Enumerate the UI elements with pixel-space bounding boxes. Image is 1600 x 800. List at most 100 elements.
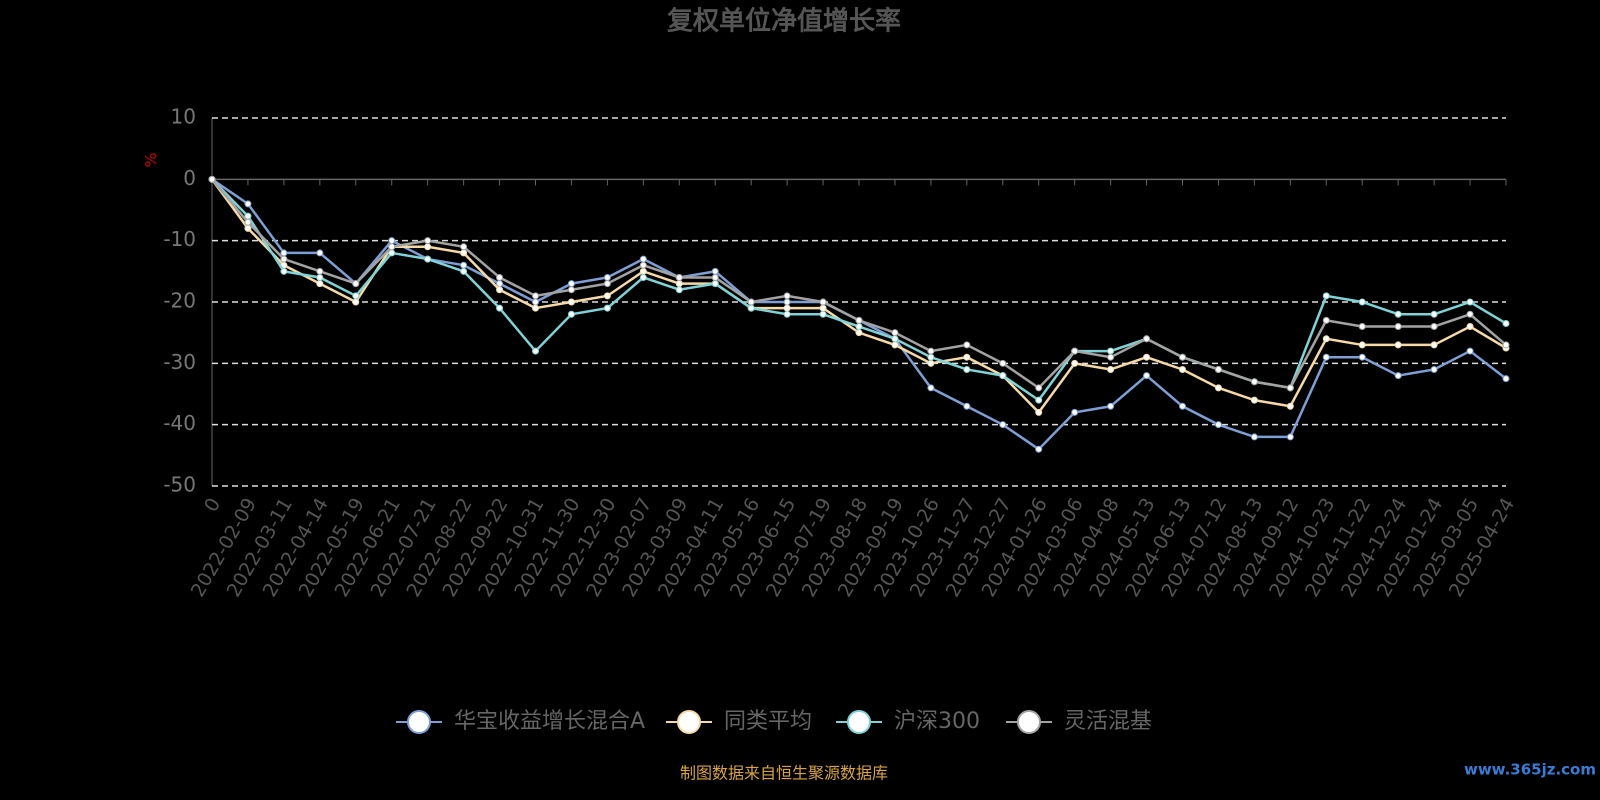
watermark: www.365jz.com xyxy=(1464,761,1596,779)
point xyxy=(1466,310,1474,318)
legend-marker xyxy=(407,710,431,734)
point xyxy=(352,292,360,300)
point xyxy=(1107,353,1115,361)
point xyxy=(567,280,575,288)
point xyxy=(1143,353,1151,361)
point xyxy=(1358,353,1366,361)
point xyxy=(567,286,575,294)
point xyxy=(496,304,504,312)
point xyxy=(999,359,1007,367)
legend-marker xyxy=(1017,710,1041,734)
point xyxy=(711,280,719,288)
point xyxy=(1071,347,1079,355)
point xyxy=(1322,353,1330,361)
series-line xyxy=(211,178,1507,390)
y-tick-label: 0 xyxy=(183,166,196,190)
point xyxy=(999,372,1007,380)
point xyxy=(783,292,791,300)
point xyxy=(675,280,683,288)
point xyxy=(1430,341,1438,349)
point xyxy=(603,292,611,300)
point xyxy=(532,347,539,355)
x-tick-label: 0 xyxy=(200,494,225,515)
point xyxy=(1358,298,1366,306)
point xyxy=(460,261,468,269)
point xyxy=(1143,372,1151,380)
point xyxy=(388,237,396,245)
point xyxy=(783,298,791,306)
point xyxy=(388,243,396,251)
point xyxy=(1322,292,1330,300)
point xyxy=(927,347,935,355)
point xyxy=(1466,347,1474,355)
point xyxy=(639,273,647,281)
point xyxy=(1394,310,1402,318)
legend-label: 同类平均 xyxy=(724,709,812,734)
y-tick-label: -40 xyxy=(163,411,196,435)
point xyxy=(1179,353,1186,361)
point xyxy=(603,280,611,288)
point xyxy=(1035,408,1043,416)
point xyxy=(711,273,719,281)
point xyxy=(244,200,252,208)
point xyxy=(747,298,755,306)
legend-label: 沪深300 xyxy=(894,709,980,734)
point xyxy=(639,267,647,275)
y-axis-label: % xyxy=(142,152,161,167)
point xyxy=(999,421,1007,429)
point xyxy=(963,341,971,349)
point xyxy=(1286,433,1294,441)
point xyxy=(532,292,539,300)
point xyxy=(1502,319,1510,327)
point xyxy=(1035,445,1043,453)
point xyxy=(496,286,504,294)
y-tick-label: -50 xyxy=(163,473,196,497)
point xyxy=(855,323,863,331)
point xyxy=(460,243,468,251)
point xyxy=(1430,310,1438,318)
point xyxy=(352,280,360,288)
point xyxy=(1358,323,1366,331)
point xyxy=(1107,402,1115,410)
point xyxy=(1035,396,1043,404)
point xyxy=(1322,335,1330,343)
point xyxy=(424,237,432,245)
legend-marker xyxy=(677,710,701,734)
point xyxy=(603,304,611,312)
point xyxy=(460,267,468,275)
point xyxy=(783,310,791,318)
legend-marker xyxy=(847,710,871,734)
point xyxy=(1394,341,1402,349)
point xyxy=(1502,341,1510,349)
point xyxy=(496,280,504,288)
point xyxy=(280,255,288,263)
y-tick-label: 10 xyxy=(171,105,196,129)
point xyxy=(316,267,324,275)
point xyxy=(1286,384,1294,392)
source-note: 制图数据来自恒生聚源数据库 xyxy=(680,764,888,783)
legend-label: 华宝收益增长混合A xyxy=(454,709,645,734)
y-tick-label: -10 xyxy=(163,227,196,251)
point xyxy=(963,402,971,410)
point xyxy=(1250,433,1258,441)
point xyxy=(496,273,504,281)
point xyxy=(244,218,252,226)
point xyxy=(1214,421,1222,429)
point xyxy=(1286,402,1294,410)
chart-title: 复权单位净值增长率 xyxy=(667,6,901,37)
point xyxy=(1250,396,1258,404)
point xyxy=(783,304,791,312)
series-line xyxy=(211,178,1507,451)
series-line xyxy=(210,178,1507,415)
point xyxy=(352,298,360,306)
point xyxy=(388,249,396,257)
point xyxy=(639,255,647,263)
point xyxy=(1358,341,1366,349)
point xyxy=(963,353,971,361)
point xyxy=(711,267,719,275)
point xyxy=(532,298,539,306)
point xyxy=(603,273,611,281)
point xyxy=(1071,408,1079,416)
point xyxy=(675,286,683,294)
